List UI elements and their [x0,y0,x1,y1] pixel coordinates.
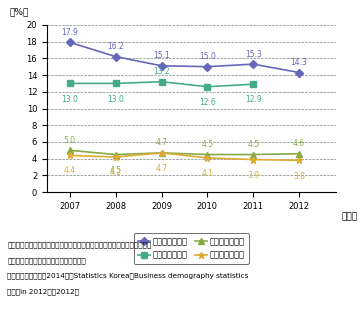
Text: 15.0: 15.0 [199,52,216,61]
Text: 3.8: 3.8 [293,171,305,180]
Text: 15.3: 15.3 [245,50,262,59]
Text: 4.7: 4.7 [156,138,168,147]
Text: 13.2: 13.2 [153,67,170,76]
Text: 備考：両国における統計の性質や定義が異なるため、単純に比較すること: 備考：両国における統計の性質や定義が異なるため、単純に比較すること [7,242,152,248]
Legend: 開業率（韓国）, 廃業率（韓国）, 開業率（日本）, 廃業率（日本）: 開業率（韓国）, 廃業率（韓国）, 開業率（日本）, 廃業率（日本） [134,233,249,264]
Text: 12.9: 12.9 [245,95,262,104]
Text: 4.5: 4.5 [247,140,259,149]
Text: 12.6: 12.6 [199,98,216,107]
Text: はできない。日本は年度ベース。: はできない。日本は年度ベース。 [7,257,86,264]
Text: （年）: （年） [342,212,358,221]
Text: 13.0: 13.0 [61,95,78,104]
Text: 4.2: 4.2 [110,168,122,177]
Text: 5.0: 5.0 [64,136,76,145]
Text: 4.1: 4.1 [201,169,213,178]
Text: 3.9: 3.9 [247,171,259,180]
Text: 15.1: 15.1 [153,51,170,60]
Text: 4.5: 4.5 [201,140,213,149]
Text: 4.6: 4.6 [293,139,305,148]
Text: 13.0: 13.0 [107,95,124,104]
Text: in 2012』（2012）: in 2012』（2012） [7,288,79,295]
Text: 16.2: 16.2 [107,42,124,51]
Text: （%）: （%） [9,7,29,16]
Text: 4.4: 4.4 [64,166,76,175]
Text: 4.7: 4.7 [156,164,168,173]
Text: 資料：中小企業庁〔2014〕、Statistics Korea『Business demography statistics: 資料：中小企業庁〔2014〕、Statistics Korea『Business… [7,273,249,279]
Text: 4.5: 4.5 [110,166,122,175]
Text: 14.3: 14.3 [291,58,308,67]
Text: 17.9: 17.9 [61,28,78,37]
